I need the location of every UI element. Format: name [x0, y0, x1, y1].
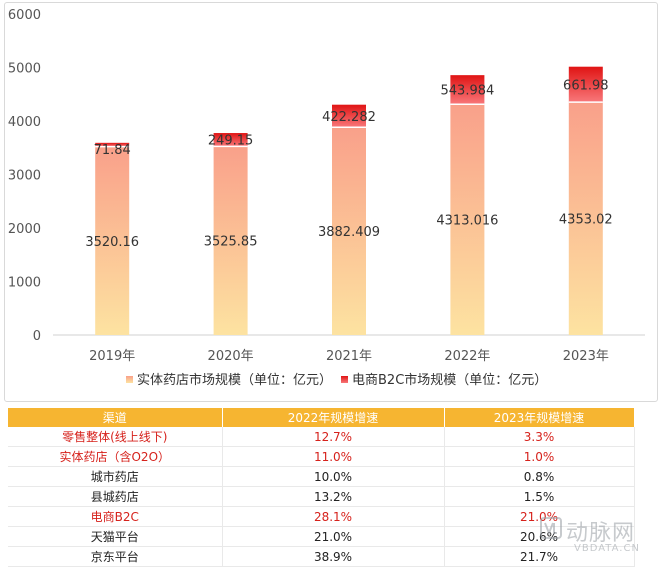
y-tick-label: 6000: [8, 8, 41, 23]
cell-channel: 城市药店: [8, 466, 223, 487]
growth-rate-table: 渠道 2022年规模增速 2023年规模增速 零售整体(线上线下) 12.7% 3.…: [8, 408, 635, 567]
data-label-b2c: 661.98: [563, 78, 609, 93]
y-tick-label: 2000: [8, 222, 41, 237]
cell-channel: 京东平台: [8, 546, 223, 567]
x-axis-ticks: 2019年 2020年 2021年 2022年 2023年: [89, 349, 609, 364]
table-row: 京东平台 38.9% 21.7%: [8, 546, 635, 567]
header-growth-2022: 2022年规模增速: [222, 408, 445, 427]
bar-b2c-2020年: [213, 133, 248, 147]
x-tick-label: 2023年: [563, 349, 609, 364]
legend-swatch-b2c: [341, 376, 348, 383]
table-row: 零售整体(线上线下) 12.7% 3.3%: [8, 427, 635, 447]
cell-growth-2023: 21.0%: [444, 506, 635, 527]
cell-channel: 县城药店: [8, 486, 223, 507]
y-tick-label: 1000: [8, 276, 41, 291]
vb-logo-icon: [540, 517, 562, 539]
cell-growth-2023: 21.7%: [444, 546, 635, 567]
y-axis-ticks: 0 1000 2000 3000 4000 5000 6000: [8, 8, 41, 344]
cell-channel: 实体药店（含O2O）: [8, 446, 223, 467]
cell-growth-2022: 38.9%: [222, 546, 445, 567]
data-label-store: 3520.16: [85, 235, 139, 250]
header-channel: 渠道: [8, 408, 223, 427]
data-label-b2c: 71.84: [94, 143, 131, 158]
bar-b2c-2022年: [450, 75, 485, 105]
table-row: 实体药店（含O2O） 11.0% 1.0%: [8, 446, 635, 467]
bar-store-2023年: [568, 102, 603, 335]
watermark-brand-en: VBDATA.CN: [574, 543, 640, 554]
data-label-store: 4353.02: [559, 213, 613, 228]
cell-growth-2023: 0.8%: [444, 466, 635, 487]
x-tick-label: 2019年: [89, 349, 135, 364]
bar-store-2020年: [213, 146, 248, 335]
data-label-store: 3882.409: [318, 225, 380, 240]
bar-store-2019年: [95, 146, 130, 335]
cell-growth-2022: 28.1%: [222, 506, 445, 527]
watermark: 动脉网 VBDATA.CN: [540, 513, 658, 563]
legend: 实体药店市场规模（单位：亿元） 电商B2C市场规模（单位：亿元）: [126, 372, 547, 388]
data-label-b2c: 249.15: [208, 134, 254, 149]
cell-growth-2022: 11.0%: [222, 446, 445, 467]
cell-growth-2022: 10.0%: [222, 466, 445, 487]
legend-label-store: 实体药店市场规模（单位：亿元）: [137, 372, 332, 388]
chart-card: 0 1000 2000 3000 4000 5000 6000 3520.16 71.84 35…: [4, 2, 658, 402]
cell-growth-2023: 1.5%: [444, 486, 635, 507]
y-tick-label: 5000: [8, 62, 41, 77]
table-row: 城市药店 10.0% 0.8%: [8, 466, 635, 487]
bar-b2c-2021年: [332, 104, 366, 128]
cell-growth-2023: 3.3%: [444, 427, 635, 447]
table-header-row: 渠道 2022年规模增速 2023年规模增速: [8, 408, 635, 427]
data-label-b2c: 422.282: [322, 110, 376, 125]
x-tick-label: 2020年: [208, 349, 254, 364]
cell-growth-2022: 21.0%: [222, 526, 445, 547]
y-tick-label: 0: [33, 329, 41, 344]
y-tick-label: 4000: [8, 115, 41, 130]
data-label-b2c: 543.984: [441, 84, 495, 99]
bar-store-2021年: [332, 127, 366, 336]
header-growth-2023: 2023年规模增速: [444, 408, 635, 427]
table-row: 天猫平台 21.0% 20.6%: [8, 526, 635, 547]
data-label-store: 4313.016: [436, 214, 498, 229]
cell-channel: 零售整体(线上线下): [8, 427, 223, 447]
bar-b2c-2023年: [568, 66, 603, 103]
x-tick-label: 2022年: [444, 349, 490, 364]
legend-label-b2c: 电商B2C市场规模（单位：亿元）: [352, 372, 547, 388]
watermark-brand-cn: 动脉网: [566, 521, 636, 546]
cell-growth-2023: 20.6%: [444, 526, 635, 547]
cell-growth-2022: 13.2%: [222, 486, 445, 507]
table-row: 电商B2C 28.1% 21.0%: [8, 506, 635, 527]
cell-growth-2023: 1.0%: [444, 446, 635, 467]
y-tick-label: 3000: [8, 169, 41, 184]
bar-group: 3520.16 71.84 3525.85 249.15 3882.409 422.282…: [85, 66, 613, 336]
bar-store-2022年: [450, 104, 485, 335]
table-row: 县城药店 13.2% 1.5%: [8, 486, 635, 507]
bar-b2c-2019年: [95, 142, 130, 147]
cell-growth-2022: 12.7%: [222, 427, 445, 447]
data-label-store: 3525.85: [204, 235, 258, 250]
legend-swatch-store: [126, 376, 133, 383]
growth-table-wrap: 渠道 2022年规模增速 2023年规模增速 零售整体(线上线下) 12.7% 3.…: [8, 408, 635, 567]
cell-channel: 电商B2C: [8, 506, 223, 527]
x-tick-label: 2021年: [326, 349, 372, 364]
cell-channel: 天猫平台: [8, 526, 223, 547]
